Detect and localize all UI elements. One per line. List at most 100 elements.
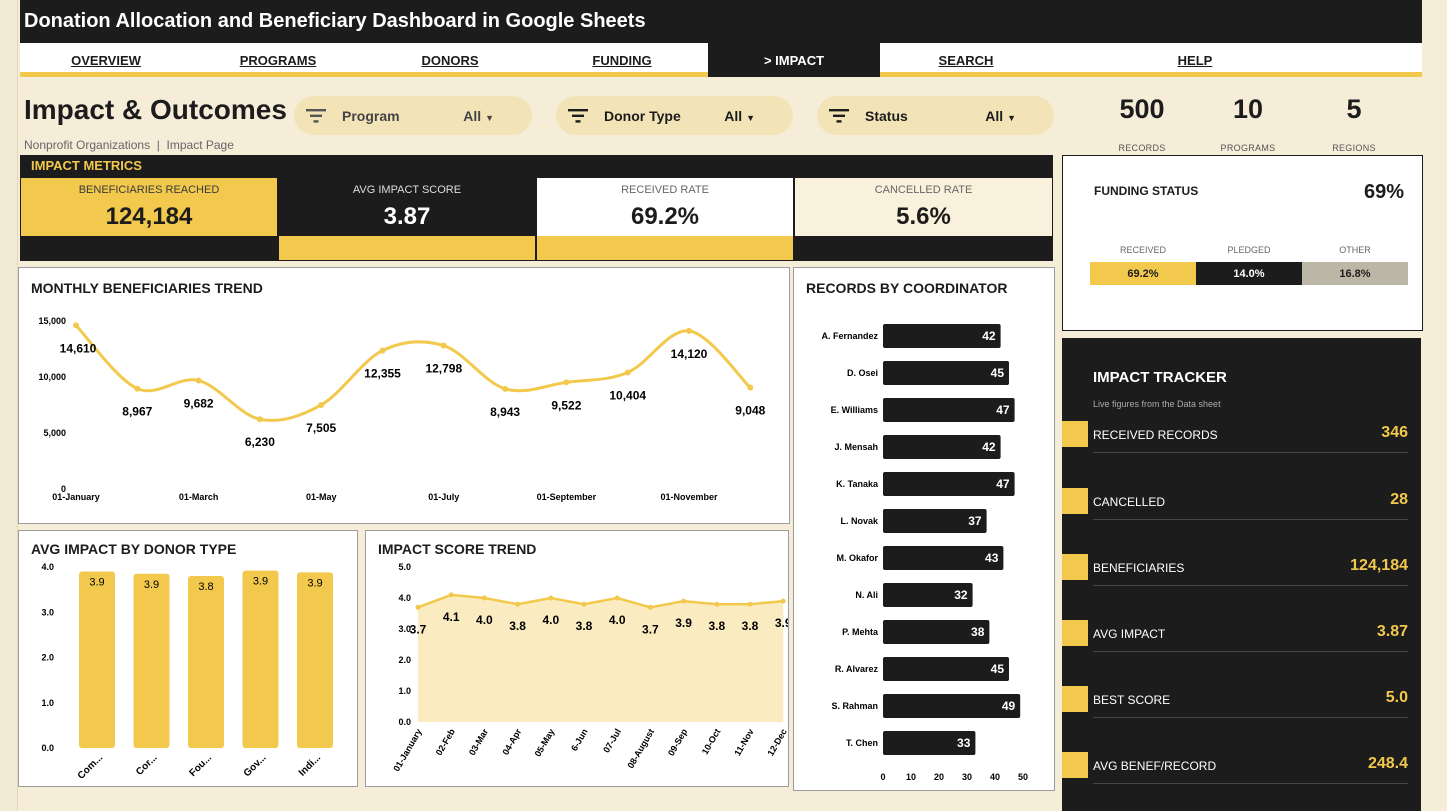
metric-label: BENEFICIARIES REACHED <box>78 184 220 196</box>
coordinator-panel: RECORDS BY COORDINATOR A. Fernandez 42 D. … <box>793 267 1055 791</box>
nav-help[interactable]: HELP <box>1177 52 1213 68</box>
metric-avg-impact: AVG IMPACT SCORE 3.87 <box>278 177 536 261</box>
funding-segment-received: 69.2% <box>1090 262 1196 285</box>
metric-value: 3.87 <box>383 203 431 230</box>
tracker-divider <box>1093 452 1408 453</box>
tracker-value: 124,184 <box>1350 557 1408 574</box>
donor-type-filter-label: Donor Type <box>604 107 681 124</box>
x-tick-label: 03-Mar <box>467 727 490 758</box>
category-label: R. Alvarez <box>835 664 879 674</box>
x-tick-label: 01-March <box>179 492 219 502</box>
funding-status-panel: FUNDING STATUS 69% RECEIVED PLEDGED OTHE… <box>1062 155 1423 331</box>
bar-value-label: 47 <box>996 403 1010 417</box>
x-tick-label: 01-September <box>537 492 597 502</box>
tracker-marker <box>1062 620 1088 646</box>
dropdown-arrow-icon: ▼ <box>746 112 755 123</box>
filter-icon <box>568 108 588 123</box>
data-label: 9,522 <box>551 398 581 412</box>
metric-received-rate: RECEIVED RATE 69.2% <box>536 177 794 261</box>
category-label: J. Mensah <box>834 442 878 452</box>
y-tick-label: 1.0 <box>398 686 411 696</box>
bar-value-label: 33 <box>957 736 971 750</box>
donor-type-filter-value: All ▼ <box>724 107 755 124</box>
kpi-records-label: RECORDS <box>1118 143 1166 153</box>
nav-impact[interactable]: > IMPACT <box>708 43 880 77</box>
funding-segment-labels: RECEIVED PLEDGED OTHER <box>1090 245 1408 255</box>
bar-value-label: 3.9 <box>307 577 322 589</box>
x-tick-label: 01-January <box>52 492 100 502</box>
y-tick-label: 2.0 <box>398 655 411 665</box>
data-label: 14,120 <box>671 347 708 361</box>
tracker-row: BENEFICIARIES 124,184 <box>1062 554 1408 586</box>
category-label: Cor... <box>134 752 160 778</box>
tracker-value: 28 <box>1390 491 1408 508</box>
category-label: L. Novak <box>840 516 879 526</box>
status-filter-value: All ▼ <box>985 107 1016 124</box>
bar <box>133 573 170 748</box>
data-label: 3.7 <box>410 622 427 636</box>
bar <box>883 361 1009 385</box>
data-label: 4.0 <box>609 613 626 627</box>
data-label: 3.9 <box>675 616 692 630</box>
impact-score-panel: IMPACT SCORE TREND 0.0 1.0 2.0 3.0 4.0 5.0 3.7… <box>365 530 789 787</box>
bar <box>883 657 1009 681</box>
category-label: A. Fernandez <box>821 331 878 341</box>
x-tick-label: 10 <box>906 772 916 782</box>
tracker-row: AVG IMPACT 3.87 <box>1062 620 1408 652</box>
x-tick-label: 11-Nov <box>732 727 755 758</box>
category-label: Com... <box>76 752 106 782</box>
y-tick-label: 0 <box>61 484 66 494</box>
category-label: Fou... <box>187 752 214 779</box>
metric-beneficiaries: BENEFICIARIES REACHED 124,184 <box>20 177 278 261</box>
donor-type-filter[interactable]: Donor Type All ▼ <box>556 96 793 135</box>
program-filter[interactable]: Program All ▼ <box>294 96 532 135</box>
data-label: 12,798 <box>425 362 462 376</box>
funding-label-other: OTHER <box>1339 245 1371 255</box>
bar <box>883 731 976 755</box>
kpi-regions-label: REGIONS <box>1332 143 1376 153</box>
bar-value-label: 37 <box>968 514 982 528</box>
bar <box>883 694 1021 718</box>
funding-status-pct: 69% <box>1363 181 1404 203</box>
series-line <box>74 324 752 422</box>
nav-programs[interactable]: PROGRAMS <box>239 52 317 68</box>
nav-funding[interactable]: FUNDING <box>592 52 652 68</box>
data-label: 8,943 <box>490 405 520 419</box>
bar-value-label: 3.9 <box>144 579 159 591</box>
kpi-records-value: 500 <box>1119 94 1165 124</box>
data-label: 4.1 <box>443 610 460 624</box>
data-point <box>747 601 753 607</box>
bar <box>297 572 333 748</box>
category-label: D. Osei <box>847 368 878 378</box>
x-tick-label: 50 <box>1018 772 1028 782</box>
nav-overview[interactable]: OVERVIEW <box>71 52 141 68</box>
y-tick-label: 4.0 <box>41 562 54 572</box>
category-label: P. Mehta <box>842 627 879 637</box>
bar-value-label: 42 <box>982 440 996 454</box>
metric-value: 5.6% <box>896 203 951 230</box>
sheet-row-gutter <box>0 0 18 811</box>
x-tick-label: 40 <box>990 772 1000 782</box>
category-label: N. Ali <box>855 590 878 600</box>
data-point <box>686 327 692 334</box>
impact-metrics-header: IMPACT METRICS <box>20 155 1053 177</box>
kpi-programs: 10 PROGRAMS <box>1208 94 1288 153</box>
impact-tracker-subtitle: Live figures from the Data sheet <box>1093 399 1221 409</box>
data-label: 4.0 <box>542 613 559 627</box>
nav-donors[interactable]: DONORS <box>421 52 479 68</box>
data-point <box>256 416 263 423</box>
donor-type-title: AVG IMPACT BY DONOR TYPE <box>31 541 237 557</box>
filter-icon <box>306 108 326 123</box>
program-filter-value: All ▼ <box>463 107 494 124</box>
nav-search[interactable]: SEARCH <box>938 52 994 68</box>
data-label: 4.0 <box>476 613 493 627</box>
funding-label-pledged: PLEDGED <box>1227 245 1271 255</box>
data-label: 8,967 <box>122 405 152 419</box>
category-label: K. Tanaka <box>836 479 879 489</box>
data-point <box>747 384 754 391</box>
data-point <box>780 598 786 604</box>
bar-value-label: 49 <box>1002 699 1016 713</box>
x-tick-label: 08-August <box>625 727 656 770</box>
data-point <box>379 347 386 354</box>
status-filter[interactable]: Status All ▼ <box>817 96 1054 135</box>
